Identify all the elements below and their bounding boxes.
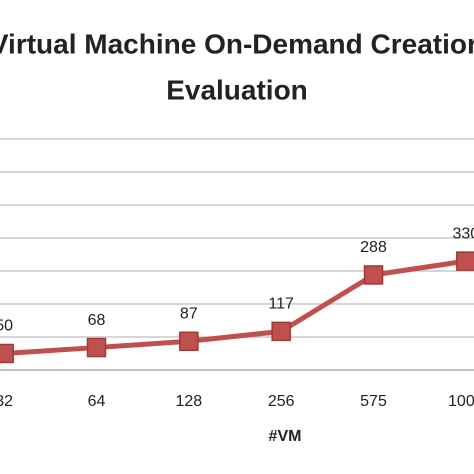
x-axis-label: #VM: [269, 428, 302, 445]
x-tick-label: 575: [360, 393, 387, 410]
marker: [179, 331, 199, 352]
data-label: 87: [180, 306, 198, 323]
chart-title: Virtual Machine On-Demand Creation: [0, 28, 474, 59]
chart-title: Evaluation: [166, 74, 308, 105]
marker: [363, 265, 384, 285]
marker: [86, 337, 107, 358]
marker: [456, 251, 474, 271]
data-label: 330: [452, 225, 474, 242]
data-label: 50: [0, 318, 13, 335]
line: [4, 258, 467, 356]
data-label: 117: [268, 296, 294, 313]
x-tick-label: 128: [175, 393, 202, 410]
marker: [271, 321, 291, 342]
data-label: 68: [88, 312, 106, 329]
data-label: 288: [360, 239, 387, 256]
marker: [0, 343, 14, 364]
x-tick-label: 32: [0, 393, 13, 410]
x-tick-label: 256: [268, 393, 295, 410]
x-tick-label: 64: [88, 393, 106, 410]
